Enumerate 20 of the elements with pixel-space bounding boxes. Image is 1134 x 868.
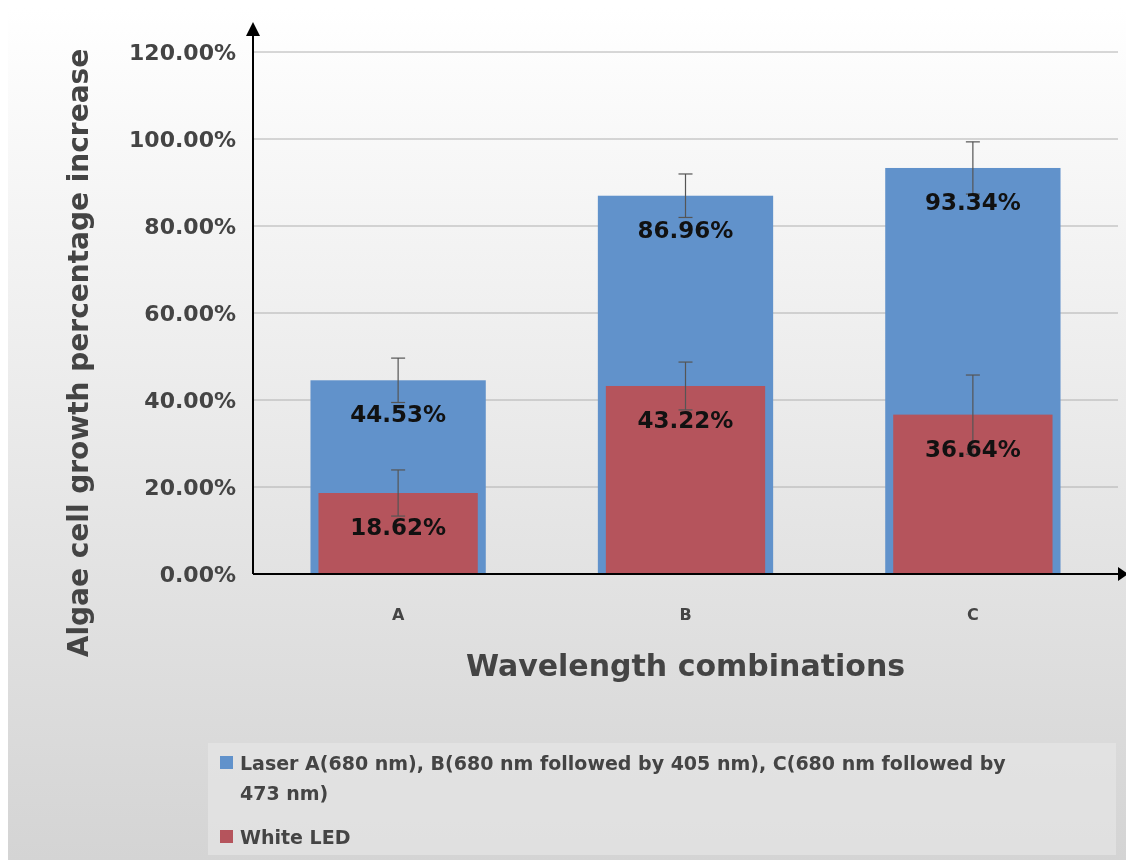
data-label: 36.64% <box>924 435 1021 462</box>
data-label: 86.96% <box>637 216 734 243</box>
x-tick-label: C <box>967 605 979 624</box>
x-tick-label: A <box>391 605 405 624</box>
y-tick-label: 120.00% <box>129 39 236 65</box>
y-tick-label: 60.00% <box>144 300 236 326</box>
y-tick-label: 100.00% <box>129 126 236 152</box>
y-axis-title: Algae cell growth percentage increase <box>62 48 95 658</box>
y-tick-label: 40.00% <box>144 387 236 413</box>
y-tick-label: 20.00% <box>144 474 236 500</box>
y-tick-label: 0.00% <box>159 561 236 587</box>
data-label: 18.62% <box>350 514 447 540</box>
legend-label: White LED <box>240 826 351 848</box>
data-label: 43.22% <box>637 406 734 433</box>
data-label: 44.53% <box>350 401 447 428</box>
data-label: 93.34% <box>924 188 1021 215</box>
x-tick-label: B <box>679 605 692 624</box>
y-tick-label: 80.00% <box>144 213 236 239</box>
legend-label: Laser A(680 nm), B(680 nm followed by 405 nm), C(680 nm followed by 473 nm) <box>240 752 1007 804</box>
x-axis-title: Wavelength combinations <box>465 648 906 683</box>
